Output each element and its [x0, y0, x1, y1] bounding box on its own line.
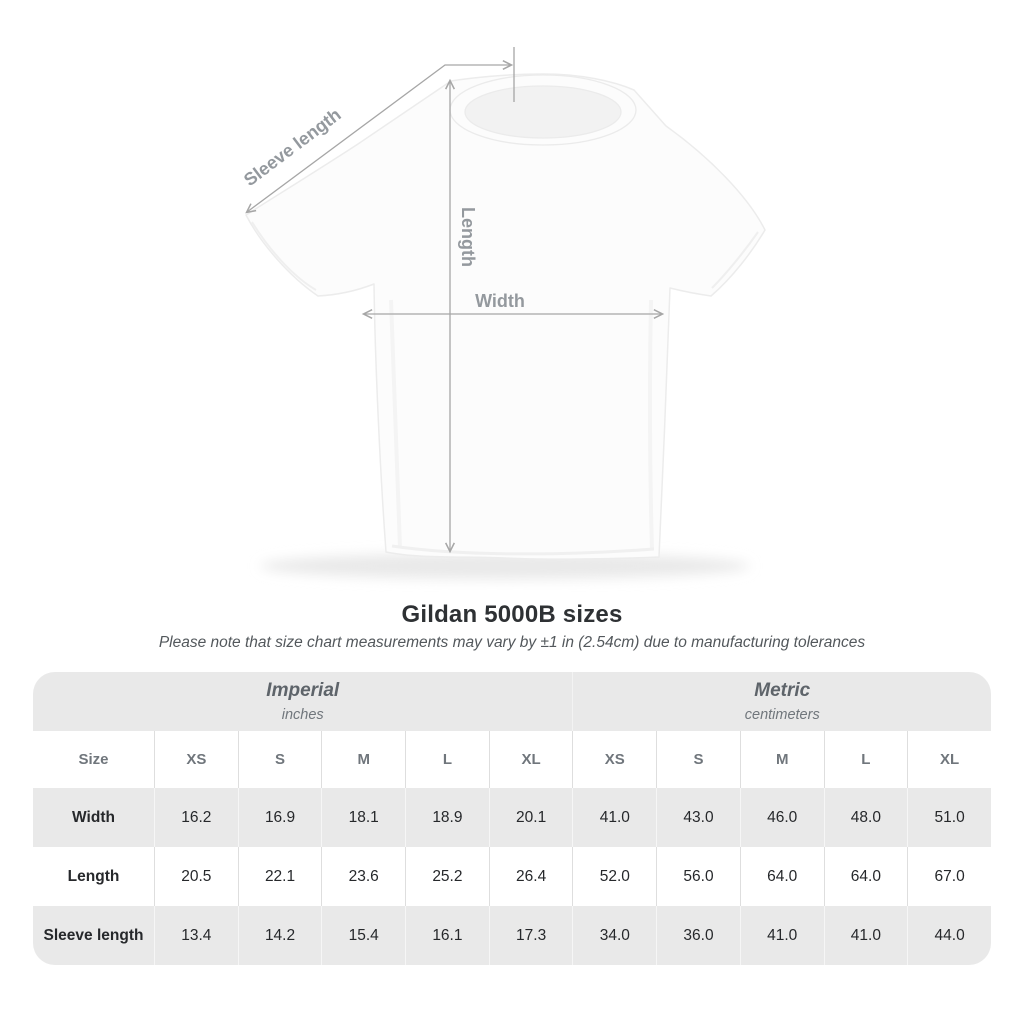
length-label: Length — [458, 207, 478, 267]
value-cell: 22.1 — [237, 847, 322, 906]
value-cell: 25.2 — [405, 847, 489, 906]
value-cell: 64.0 — [739, 847, 824, 906]
value-cell: 16.1 — [405, 906, 489, 965]
value-cell: 14.2 — [237, 906, 322, 965]
value-cell: 17.3 — [488, 906, 573, 965]
value-cell: 48.0 — [823, 788, 908, 847]
size-header-row: Size XS S M L XL XS S M L XL — [33, 731, 991, 788]
value-cell: 44.0 — [907, 906, 991, 965]
page-subtitle: Please note that size chart measurements… — [158, 634, 866, 651]
value-cell: 26.4 — [488, 847, 573, 906]
column-header-metric-l: L — [823, 731, 908, 788]
row-header-length: Length — [33, 847, 154, 906]
metric-group-header: Metric centimeters — [572, 672, 991, 731]
column-header-metric-xl: XL — [907, 731, 991, 788]
value-cell: 15.4 — [321, 906, 406, 965]
column-header-imperial-xl: XL — [488, 731, 573, 788]
size-diagram: Sleeve length Length Width — [240, 47, 766, 579]
row-header-sleeve-length: Sleeve length — [33, 906, 154, 965]
value-cell: 43.0 — [656, 788, 740, 847]
table-row-sleeve-length: Sleeve length 13.4 14.2 15.4 16.1 17.3 3… — [33, 906, 991, 965]
value-cell: 67.0 — [907, 847, 991, 906]
value-cell: 18.1 — [321, 788, 406, 847]
value-cell: 16.2 — [154, 788, 238, 847]
imperial-unit: inches — [281, 707, 324, 723]
imperial-group-header: Imperial inches — [33, 672, 573, 731]
row-header-width: Width — [33, 788, 154, 847]
value-cell: 52.0 — [572, 847, 657, 906]
value-cell: 64.0 — [823, 847, 908, 906]
value-cell: 34.0 — [572, 906, 657, 965]
value-cell: 56.0 — [656, 847, 740, 906]
value-cell: 51.0 — [907, 788, 991, 847]
column-header-metric-s: S — [656, 731, 740, 788]
value-cell: 41.0 — [572, 788, 657, 847]
metric-unit: centimeters — [744, 707, 820, 723]
value-cell: 13.4 — [154, 906, 238, 965]
value-cell: 46.0 — [739, 788, 824, 847]
metric-label: Metric — [754, 680, 811, 701]
value-cell: 41.0 — [823, 906, 908, 965]
imperial-label: Imperial — [266, 680, 340, 701]
page-title: Gildan 5000B sizes — [401, 601, 623, 628]
column-header-imperial-m: M — [321, 731, 406, 788]
tshirt-graphic — [245, 73, 766, 560]
value-cell: 41.0 — [739, 906, 824, 965]
value-cell: 20.1 — [488, 788, 573, 847]
value-cell: 18.9 — [405, 788, 489, 847]
column-header-imperial-xs: XS — [154, 731, 238, 788]
column-header-metric-m: M — [739, 731, 824, 788]
sleeve-length-arrow — [245, 59, 514, 214]
size-column-header: Size — [33, 731, 154, 788]
column-header-imperial-s: S — [237, 731, 322, 788]
size-table: Imperial inches Metric centimeters Size … — [33, 672, 991, 965]
value-cell: 36.0 — [656, 906, 740, 965]
value-cell: 16.9 — [237, 788, 322, 847]
value-cell: 20.5 — [154, 847, 238, 906]
unit-group-row: Imperial inches Metric centimeters — [33, 672, 991, 731]
width-label: Width — [475, 291, 525, 311]
column-header-imperial-l: L — [405, 731, 489, 788]
tshirt-shadow — [260, 553, 750, 579]
value-cell: 23.6 — [321, 847, 406, 906]
column-header-metric-xs: XS — [572, 731, 657, 788]
table-row-length: Length 20.5 22.1 23.6 25.2 26.4 52.0 56.… — [33, 847, 991, 906]
table-row-width: Width 16.2 16.9 18.1 18.9 20.1 41.0 43.0… — [33, 788, 991, 847]
